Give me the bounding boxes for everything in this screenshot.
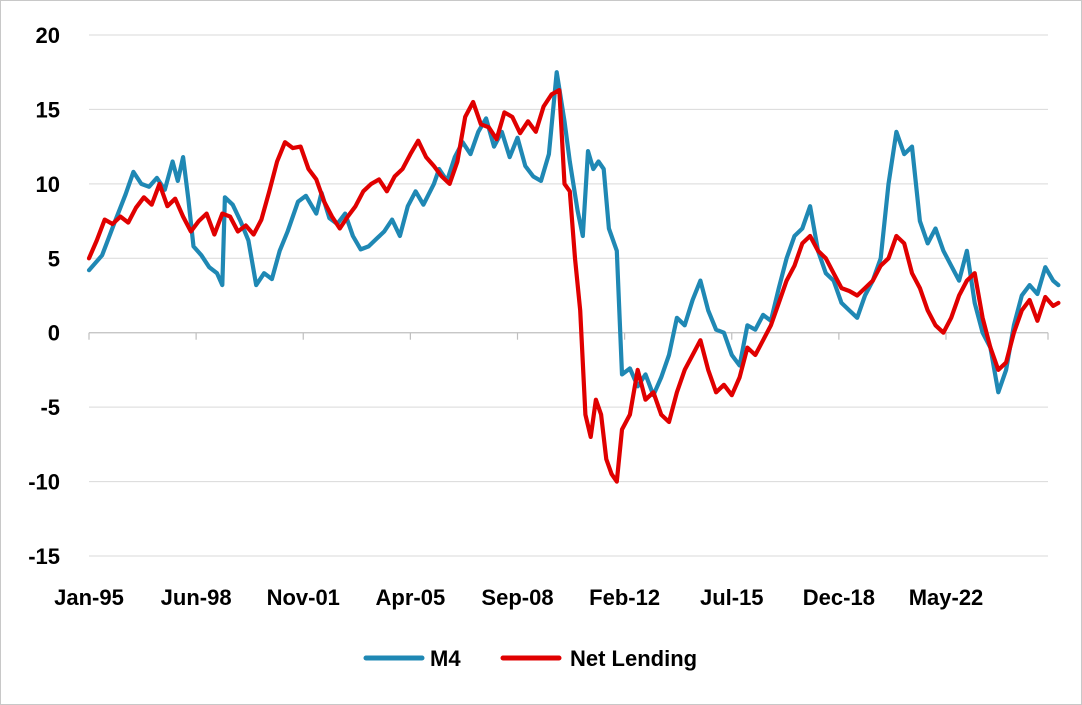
x-tick-label: Nov-01: [267, 585, 340, 610]
x-tick-label: Sep-08: [481, 585, 553, 610]
x-tick-labels: Jan-95 Jun-98 Nov-01 Apr-05 Sep-08 Feb-12 Jul-…: [54, 585, 983, 610]
y-tick-label: 10: [36, 172, 60, 197]
y-tick-label: -10: [28, 470, 60, 495]
x-tick-label: May-22: [909, 585, 984, 610]
y-tick-label: 0: [48, 321, 60, 346]
gridlines: [89, 34, 1048, 557]
series-lines: [86, 70, 1061, 484]
y-tick-label: -15: [28, 544, 60, 569]
x-tick-label: Apr-05: [376, 585, 446, 610]
y-tick-label: 5: [48, 246, 60, 271]
legend-label: M4: [430, 646, 461, 671]
legend-label: Net Lending: [570, 646, 697, 671]
x-tick-label: Jun-98: [161, 585, 232, 610]
x-tick-label: Dec-18: [803, 585, 875, 610]
series-line-1: [86, 87, 1061, 484]
y-tick-labels: 20 15 10 5 0 -5 -10 -15: [28, 23, 60, 569]
x-tick-label: Jul-15: [700, 585, 764, 610]
series-line-0: [86, 70, 1061, 398]
y-tick-label: 20: [36, 23, 60, 48]
x-tick-label: Feb-12: [589, 585, 660, 610]
x-tick-label: Jan-95: [54, 585, 124, 610]
x-axis: [88, 332, 1049, 340]
y-tick-label: 15: [36, 97, 60, 122]
y-tick-label: -5: [40, 395, 60, 420]
legend: M4 Net Lending: [363, 646, 697, 671]
